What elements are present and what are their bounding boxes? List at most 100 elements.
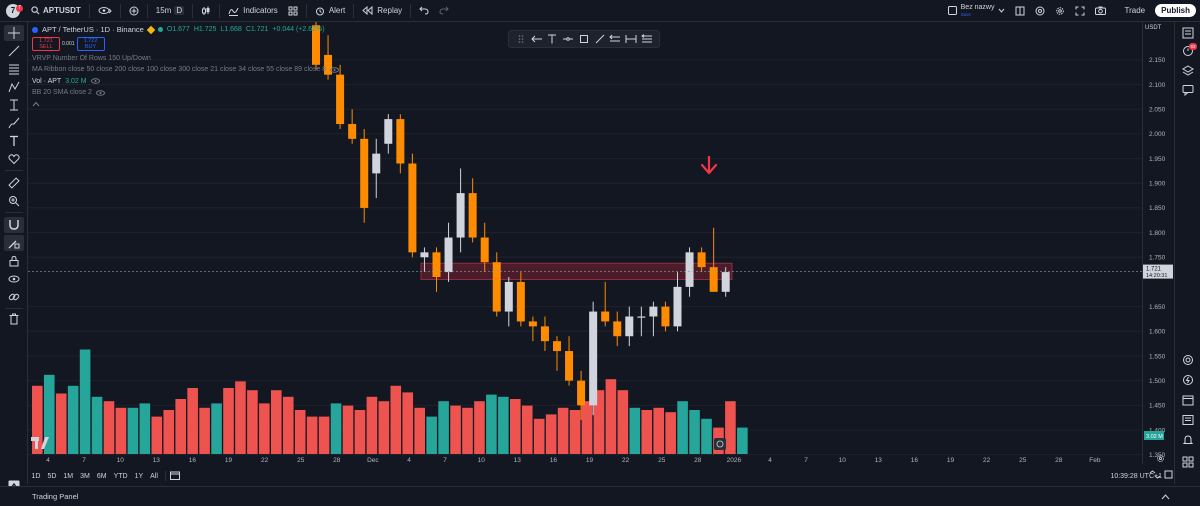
collapse-panel-button[interactable] bbox=[1148, 470, 1162, 482]
sell-button[interactable]: 1.721 SELL bbox=[32, 37, 60, 51]
settings-button[interactable] bbox=[1050, 0, 1070, 22]
remove-drawings-tool[interactable] bbox=[4, 311, 24, 327]
templates-button[interactable] bbox=[283, 0, 303, 22]
chart-pane[interactable] bbox=[28, 22, 1142, 464]
utc-clock[interactable]: 10:39:28 UTC+1 bbox=[1110, 472, 1162, 480]
legend-collapse[interactable] bbox=[32, 99, 339, 111]
volume-bar bbox=[211, 403, 222, 454]
divider bbox=[219, 3, 221, 18]
link-tool[interactable] bbox=[4, 289, 24, 305]
symbol-search[interactable]: APTUSDT bbox=[26, 0, 86, 22]
keep-drawing-tool[interactable] bbox=[4, 235, 24, 251]
buy-label: BUY bbox=[84, 44, 97, 50]
range-ytd-button[interactable]: YTD bbox=[113, 472, 128, 480]
panel-expand-button[interactable] bbox=[1161, 491, 1170, 503]
drag-handle[interactable] bbox=[514, 32, 528, 46]
symbol-description: APT / TetherUS · 1D · Binance bbox=[42, 25, 144, 35]
indicator-ma-ribbon[interactable]: MA Ribbon close 50 close 200 close 100 c… bbox=[32, 64, 340, 76]
long-position-tool[interactable] bbox=[640, 32, 654, 46]
zoom-tool[interactable] bbox=[4, 193, 24, 209]
ruler-tool[interactable] bbox=[4, 175, 24, 191]
measure-tool[interactable] bbox=[4, 97, 24, 113]
trade-button[interactable]: Trade bbox=[1124, 6, 1146, 15]
help-button[interactable] bbox=[1179, 454, 1197, 470]
time-tick-label: 13 bbox=[514, 457, 522, 464]
currency-label[interactable]: USDT bbox=[1145, 25, 1162, 31]
indicator-marker[interactable] bbox=[714, 438, 726, 450]
range-1d-button[interactable]: 1D bbox=[31, 472, 41, 480]
axis-settings-button[interactable] bbox=[1156, 454, 1165, 466]
magnet-tool[interactable] bbox=[4, 217, 24, 233]
range-6m-button[interactable]: 6M bbox=[96, 472, 107, 480]
news-button[interactable] bbox=[1179, 412, 1197, 428]
go-to-date-button[interactable] bbox=[170, 471, 181, 482]
price-axis[interactable]: 2.150 2.100 2.050 2.000 1.950 1.900 1.850 1.800… bbox=[1142, 22, 1174, 464]
horizontal-ray-tool[interactable] bbox=[530, 32, 544, 46]
alert-label: Alert bbox=[328, 6, 346, 15]
buy-button[interactable]: 1.722 BUY bbox=[76, 37, 105, 51]
user-menu[interactable]: 7 7 bbox=[0, 3, 26, 18]
range-all-button[interactable]: All bbox=[150, 472, 158, 480]
hotlists-button[interactable] bbox=[1179, 63, 1197, 79]
multi-layout-button[interactable] bbox=[1010, 0, 1030, 22]
undo-button[interactable] bbox=[414, 0, 434, 22]
date-range-tool[interactable] bbox=[624, 32, 638, 46]
indicators-button[interactable]: Indicators bbox=[223, 0, 283, 22]
timeframe-active-badge[interactable]: D bbox=[174, 6, 185, 15]
replay-button[interactable]: Replay bbox=[357, 0, 407, 22]
indicator-marker-icon bbox=[716, 440, 724, 448]
hide-drawings-tool[interactable] bbox=[4, 271, 24, 287]
range-3m-button[interactable]: 3M bbox=[80, 472, 90, 480]
lock-drawings-tool[interactable] bbox=[4, 253, 24, 269]
snapshot-button[interactable] bbox=[1090, 0, 1111, 22]
volume-bar bbox=[32, 385, 43, 454]
text-tool[interactable] bbox=[4, 133, 24, 149]
candles bbox=[312, 22, 730, 421]
publish-button[interactable]: Publish bbox=[1155, 4, 1196, 17]
indicator-vrvp[interactable]: VRVP Number Of Rows 150 Up/Down bbox=[32, 53, 339, 65]
rectangle-tool[interactable] bbox=[577, 32, 591, 46]
candlestick-chart[interactable] bbox=[28, 22, 1142, 464]
range-5d-button[interactable]: 5D bbox=[47, 472, 57, 480]
fullscreen-button[interactable] bbox=[1070, 0, 1090, 22]
range-1m-button[interactable]: 1M bbox=[63, 472, 74, 480]
alerts-button[interactable]: 82 bbox=[1179, 43, 1197, 59]
indicator-volume[interactable]: Vol · APT 3.02 M bbox=[32, 76, 339, 88]
alert-button[interactable]: Alert bbox=[310, 0, 350, 22]
eye-icon[interactable] bbox=[95, 89, 105, 96]
volume-bar bbox=[163, 410, 175, 454]
eye-icon[interactable] bbox=[90, 78, 100, 85]
symbol-legend-row[interactable]: APT / TetherUS · 1D · Binance O1.677 H1.… bbox=[32, 24, 339, 36]
maximize-panel-button[interactable] bbox=[1164, 470, 1173, 482]
ideas-button[interactable] bbox=[1179, 82, 1197, 98]
time-axis[interactable]: 4 7 10 13 16 19 22 25 28 Dec 4 7 10 13 16 19 22 25 28 2026 4… bbox=[28, 452, 1142, 466]
layout-menu[interactable]: Bez nazwy Save bbox=[943, 0, 1010, 22]
icon-tool[interactable] bbox=[4, 151, 24, 167]
data-window-button[interactable] bbox=[1179, 352, 1197, 368]
text-tool[interactable] bbox=[545, 32, 559, 46]
chart-type-button[interactable] bbox=[196, 0, 216, 22]
timeframe-selector[interactable]: 15m D bbox=[151, 0, 189, 22]
notifications-button[interactable] bbox=[1179, 432, 1197, 448]
time-tick-label: Dec bbox=[367, 457, 379, 464]
rectangle-icon bbox=[579, 35, 588, 43]
fib-tool[interactable] bbox=[4, 61, 24, 77]
trend-line-tool[interactable] bbox=[4, 43, 24, 59]
add-symbol-button[interactable] bbox=[124, 0, 144, 22]
brush-tool[interactable] bbox=[4, 115, 24, 131]
eye-icon[interactable] bbox=[330, 66, 340, 73]
quick-search-button[interactable] bbox=[1030, 0, 1050, 22]
horizontal-line-tool[interactable] bbox=[561, 32, 575, 46]
watchlist-button[interactable] bbox=[1179, 25, 1197, 41]
range-1y-button[interactable]: 1Y bbox=[134, 472, 144, 480]
pattern-tool[interactable] bbox=[4, 79, 24, 95]
redo-button[interactable] bbox=[434, 0, 454, 22]
trend-line-tool[interactable] bbox=[593, 32, 607, 46]
pine-editor-button[interactable] bbox=[1179, 372, 1197, 388]
trading-panel-tab[interactable]: Trading Panel bbox=[32, 492, 79, 501]
indicator-bollinger[interactable]: BB 20 SMA close 2 bbox=[32, 87, 339, 99]
crosshair-tool[interactable] bbox=[4, 25, 24, 41]
parallel-channel-tool[interactable] bbox=[608, 32, 622, 46]
calendar-button[interactable] bbox=[1179, 392, 1197, 408]
compare-button[interactable] bbox=[93, 0, 117, 22]
